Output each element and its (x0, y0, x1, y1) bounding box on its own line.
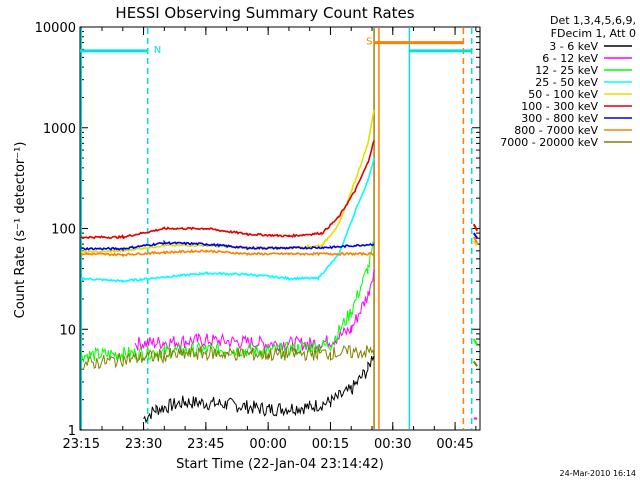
chart-title: HESSI Observing Summary Count Rates (115, 4, 414, 22)
series-line (80, 241, 375, 363)
legend-entry-label: 300 - 800 keV (521, 112, 598, 125)
legend-entry-label: 3 - 6 keV (549, 40, 598, 53)
flag-label: S (366, 37, 372, 48)
flag-label: N (154, 45, 161, 56)
legend-entry-label: 25 - 50 keV (535, 76, 598, 89)
post-gap-segment (472, 338, 479, 346)
series-line (80, 157, 375, 283)
x-tick-label: 23:15 (63, 437, 100, 452)
y-axis-label: Count Rate (s⁻¹ detector⁻¹) (13, 142, 28, 319)
plot-frame (79, 26, 481, 431)
y-tick-label: 100 (51, 223, 76, 238)
x-tick-label: 00:15 (312, 437, 349, 452)
post-gap-segment (472, 223, 479, 232)
series-line (80, 248, 375, 258)
footer-timestamp: 24-Mar-2010 16:14 (560, 469, 637, 478)
post-gap-segment (472, 240, 479, 247)
legend: Det 1,3,4,5,6,9,FDecim 1, Att 03 - 6 keV… (500, 14, 636, 149)
x-tick-label: 23:30 (125, 437, 162, 452)
legend-entry-label: 100 - 300 keV (521, 100, 598, 113)
legend-header: FDecim 1, Att 0 (551, 27, 636, 40)
post-gap-segment (472, 360, 479, 367)
y-tick-label: 1000 (43, 122, 76, 137)
y-tick-label: 1 (68, 424, 76, 439)
legend-entry-label: 7000 - 20000 keV (500, 136, 598, 149)
x-tick-label: 23:45 (187, 437, 224, 452)
legend-entry-label: 50 - 100 keV (528, 88, 598, 101)
x-tick-label: 00:00 (249, 437, 286, 452)
post-gap-segment (472, 236, 479, 244)
legend-entry-label: 800 - 7000 keV (514, 124, 598, 137)
x-tick-label: 00:30 (374, 437, 411, 452)
series-line (143, 355, 375, 424)
post-gap-segment (472, 232, 479, 239)
legend-header: Det 1,3,4,5,6,9, (550, 14, 636, 27)
x-axis-label: Start Time (22-Jan-04 23:14:42) (176, 457, 384, 472)
series-line (80, 140, 375, 240)
legend-entry-label: 6 - 12 keV (542, 52, 598, 65)
y-tick-label: 10 (59, 323, 76, 338)
series-line (81, 239, 375, 252)
legend-entry-label: 12 - 25 keV (535, 64, 598, 77)
y-tick-label: 10000 (35, 21, 76, 36)
series-line (80, 345, 375, 371)
series-line (134, 269, 375, 353)
x-tick-label: 00:45 (436, 437, 473, 452)
plot-area: 23:15 23:30 23:45 00:00 00:15 00:30 00:45 1 10 10… (35, 21, 481, 452)
